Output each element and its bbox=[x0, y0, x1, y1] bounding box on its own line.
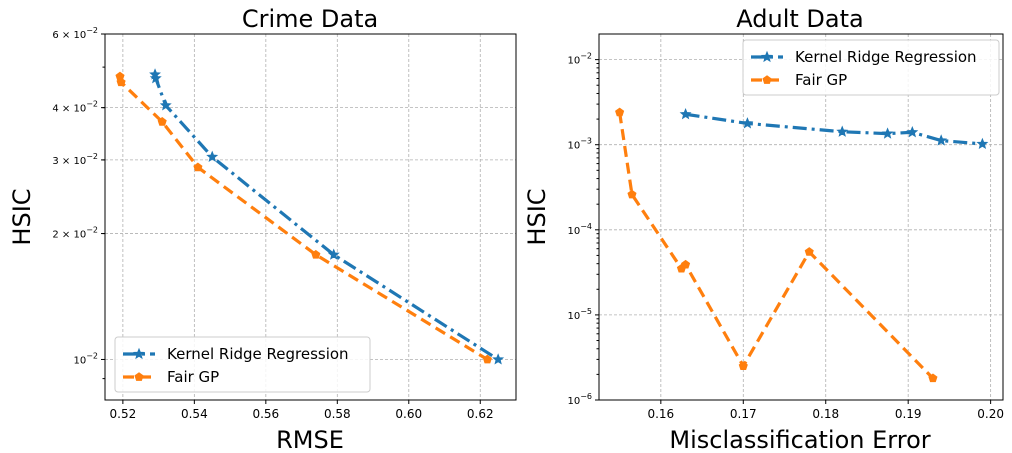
x-tick-label: 0.18 bbox=[812, 407, 839, 421]
legend: Kernel Ridge Regression Fair GP bbox=[742, 39, 1000, 96]
data-point bbox=[157, 117, 167, 126]
data-point bbox=[492, 353, 505, 365]
y-tick-label: 10−2 bbox=[567, 52, 592, 67]
y-tick-label: 2 × 10−2 bbox=[52, 226, 98, 241]
series-line-fair-gp bbox=[618, 112, 935, 380]
series-line-fair-gp bbox=[118, 76, 489, 361]
x-tick-label: 0.20 bbox=[977, 407, 1004, 421]
y-tick-label: 6 × 10−2 bbox=[52, 26, 98, 41]
data-point bbox=[311, 249, 321, 259]
data-point bbox=[327, 248, 340, 260]
plot-frame bbox=[598, 33, 1004, 401]
x-tick-label: 0.19 bbox=[895, 407, 922, 421]
legend-marker bbox=[762, 75, 772, 84]
x-tick-label: 0.17 bbox=[730, 407, 757, 421]
x-tick-label: 0.16 bbox=[647, 407, 674, 421]
legend-marker bbox=[133, 347, 145, 360]
chart-adult-data: 0.16 0.17 0.18 0.19 0.20 10−6 10−5 10−4 10−3 10−2… bbox=[523, 5, 1004, 453]
data-point bbox=[928, 373, 938, 383]
data-point bbox=[627, 189, 637, 199]
chart-crime-data: 0.52 0.54 0.56 0.58 0.60 0.62 10−2 2 × 10−2 3 × … bbox=[8, 5, 517, 453]
data-point bbox=[976, 137, 989, 150]
legend-box bbox=[114, 336, 371, 393]
x-tick-label: 0.54 bbox=[181, 407, 208, 421]
legend-entry: Kernel Ridge Regression bbox=[795, 48, 977, 66]
series-line-kernel-ridge-regression bbox=[153, 74, 499, 361]
data-point bbox=[738, 361, 748, 371]
y-tick-label: 10−4 bbox=[567, 222, 592, 237]
chart-title: Crime Data bbox=[242, 5, 378, 33]
data-point bbox=[149, 72, 162, 84]
y-tick-label: 10−6 bbox=[567, 392, 592, 407]
chart-title: Adult Data bbox=[736, 5, 863, 33]
data-point bbox=[159, 99, 172, 111]
data-point bbox=[881, 127, 894, 139]
x-axis-label: Misclassification Error bbox=[669, 426, 930, 453]
x-tick-label: 0.52 bbox=[110, 407, 137, 421]
y-tick-label: 4 × 10−2 bbox=[52, 100, 98, 115]
data-point bbox=[906, 126, 919, 138]
y-tick-label: 10−5 bbox=[567, 307, 592, 322]
y-axis-label: HSIC bbox=[523, 188, 551, 245]
data-point bbox=[679, 107, 692, 120]
y-tick-label: 10−3 bbox=[567, 137, 592, 152]
legend-marker bbox=[761, 50, 773, 63]
data-point bbox=[836, 125, 849, 137]
data-point bbox=[206, 150, 219, 162]
data-point bbox=[482, 354, 492, 364]
data-point bbox=[681, 259, 691, 269]
legend-marker bbox=[134, 372, 144, 381]
x-tick-label: 0.62 bbox=[467, 407, 494, 421]
y-tick-label: 10−2 bbox=[73, 351, 98, 366]
data-point bbox=[116, 77, 126, 87]
x-tick-label: 0.58 bbox=[324, 407, 351, 421]
plot-frame bbox=[104, 33, 517, 401]
x-axis-label: RMSE bbox=[276, 426, 344, 453]
data-point bbox=[615, 107, 625, 117]
x-tick-label: 0.60 bbox=[395, 407, 422, 421]
legend-entry: Fair GP bbox=[795, 71, 847, 89]
y-tick-label: 3 × 10−2 bbox=[52, 152, 98, 167]
legend: Kernel Ridge Regression Fair GP bbox=[114, 336, 371, 393]
legend-box bbox=[742, 39, 1000, 96]
legend-entry: Kernel Ridge Regression bbox=[167, 345, 349, 363]
y-axis-label: HSIC bbox=[8, 188, 36, 245]
data-point bbox=[935, 134, 948, 146]
data-point bbox=[193, 162, 203, 172]
data-point bbox=[804, 247, 814, 256]
legend-entry: Fair GP bbox=[167, 368, 219, 386]
data-point bbox=[741, 117, 754, 129]
x-tick-label: 0.56 bbox=[252, 407, 279, 421]
